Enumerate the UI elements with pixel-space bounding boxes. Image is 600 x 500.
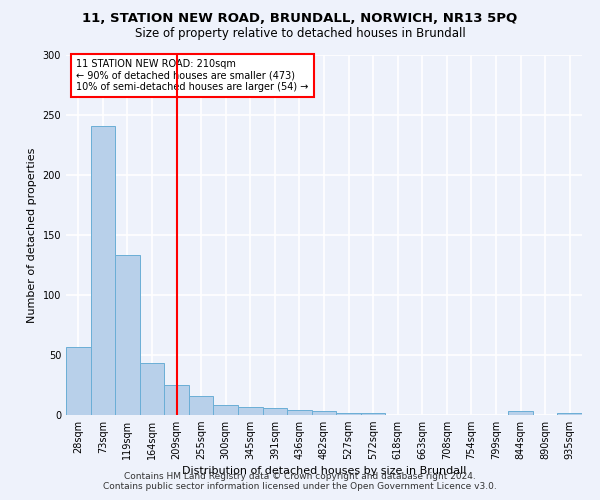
- Bar: [508, 412, 533, 415]
- Bar: [140, 364, 164, 415]
- Bar: [336, 412, 361, 415]
- X-axis label: Distribution of detached houses by size in Brundall: Distribution of detached houses by size …: [182, 466, 466, 476]
- Bar: [287, 410, 312, 415]
- Bar: [312, 412, 336, 415]
- Text: Contains HM Land Registry data © Crown copyright and database right 2024.: Contains HM Land Registry data © Crown c…: [124, 472, 476, 481]
- Bar: [91, 126, 115, 415]
- Bar: [66, 346, 91, 415]
- Bar: [238, 406, 263, 415]
- Text: Size of property relative to detached houses in Brundall: Size of property relative to detached ho…: [134, 28, 466, 40]
- Bar: [115, 256, 140, 415]
- Text: 11 STATION NEW ROAD: 210sqm
← 90% of detached houses are smaller (473)
10% of se: 11 STATION NEW ROAD: 210sqm ← 90% of det…: [76, 58, 308, 92]
- Bar: [557, 412, 582, 415]
- Bar: [214, 406, 238, 415]
- Bar: [164, 385, 189, 415]
- Bar: [189, 396, 214, 415]
- Bar: [361, 412, 385, 415]
- Y-axis label: Number of detached properties: Number of detached properties: [27, 148, 37, 322]
- Text: 11, STATION NEW ROAD, BRUNDALL, NORWICH, NR13 5PQ: 11, STATION NEW ROAD, BRUNDALL, NORWICH,…: [82, 12, 518, 26]
- Text: Contains public sector information licensed under the Open Government Licence v3: Contains public sector information licen…: [103, 482, 497, 491]
- Bar: [263, 408, 287, 415]
